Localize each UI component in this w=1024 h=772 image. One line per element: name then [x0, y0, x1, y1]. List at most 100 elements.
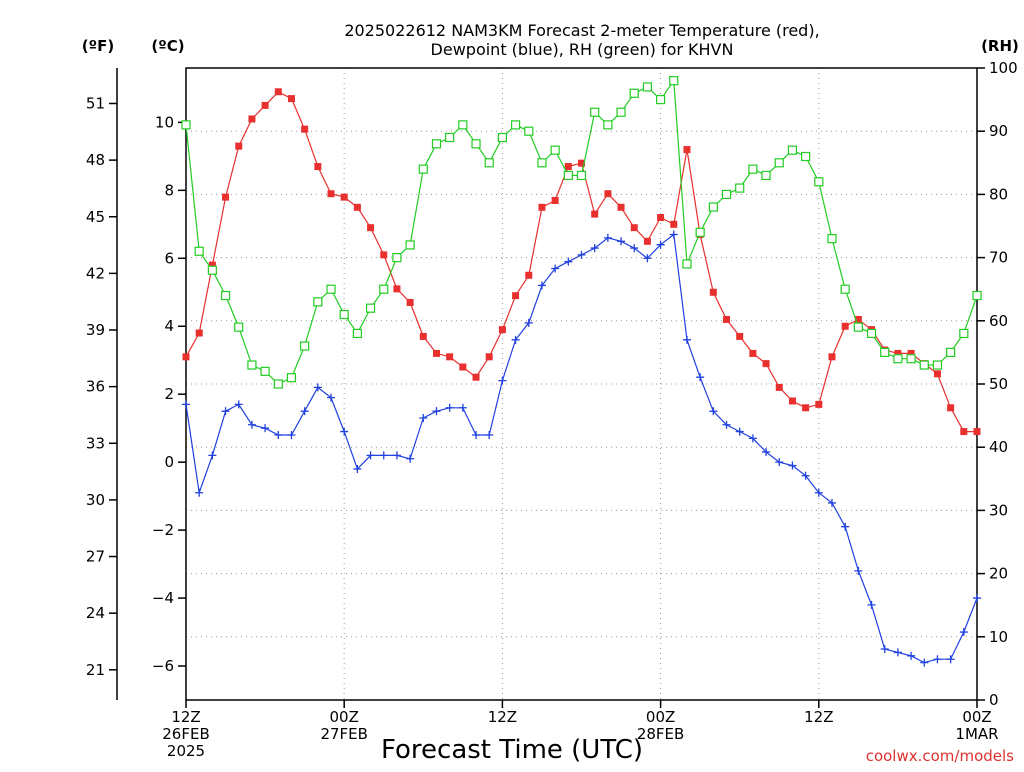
- fahrenheit-unit-label: (ºF): [82, 37, 114, 55]
- rh-point: [827, 234, 837, 244]
- temperature-point: [446, 353, 454, 361]
- rh-point: [445, 132, 455, 143]
- dewpoint-point: [735, 427, 744, 436]
- celsius-tick-label: 0: [164, 453, 174, 471]
- x-tick-label: 12Z: [804, 708, 833, 726]
- dewpoint-point: [247, 420, 256, 429]
- celsius-tick-label: 2: [164, 385, 174, 403]
- temperature-point: [274, 88, 282, 96]
- temperature-point: [973, 428, 981, 436]
- dewpoint-point: [208, 451, 217, 460]
- x-tick-label: 00Z: [330, 708, 359, 726]
- dewpoint-point: [274, 430, 283, 439]
- dewpoint-point: [353, 464, 362, 473]
- dewpoint-point: [313, 383, 322, 392]
- dewpoint-point: [327, 393, 336, 402]
- dewpoint-point: [498, 376, 507, 385]
- temperature-point: [617, 203, 625, 211]
- temperature-point: [643, 237, 651, 245]
- temperature-point: [459, 363, 467, 371]
- dewpoint-point: [933, 655, 942, 664]
- dewpoint-point: [300, 407, 309, 416]
- rh-point: [352, 328, 362, 339]
- temperature-point: [933, 370, 941, 378]
- temperature-point: [788, 397, 796, 405]
- rh-point: [655, 94, 666, 105]
- rh-point: [748, 164, 758, 174]
- dewpoint-point: [379, 451, 388, 460]
- dewpoint-point: [867, 600, 876, 609]
- temperature-point: [235, 142, 243, 150]
- rh-point: [471, 139, 481, 149]
- fahrenheit-tick-label: 24: [86, 604, 105, 622]
- rh-tick-label: 30: [989, 501, 1008, 519]
- temperature-point: [538, 203, 546, 211]
- temperature-point: [485, 353, 493, 361]
- celsius-tick-label: 10: [155, 113, 174, 131]
- dewpoint-point: [841, 522, 850, 531]
- rh-point: [379, 284, 389, 294]
- dewpoint-line: [185, 233, 978, 664]
- temperature-point: [960, 428, 968, 436]
- rh-point: [959, 328, 969, 339]
- series-dewpoint: [182, 230, 981, 667]
- temperature-point: [261, 101, 269, 109]
- rh-point: [972, 290, 982, 301]
- rh-point: [682, 259, 692, 269]
- dewpoint-point: [432, 407, 441, 416]
- rh-point: [616, 107, 626, 117]
- dewpoint-point: [696, 373, 705, 382]
- dewpoint-point: [643, 254, 652, 263]
- temperature-point: [657, 214, 665, 222]
- temperature-point: [208, 261, 216, 269]
- dewpoint-point: [973, 594, 981, 603]
- rh-point: [247, 360, 257, 370]
- dewpoint-point: [182, 400, 190, 409]
- fahrenheit-tick-label: 48: [86, 151, 105, 169]
- x-tick-label: 28FEB: [637, 725, 684, 743]
- dewpoint-point: [880, 645, 889, 654]
- fahrenheit-tick-label: 21: [86, 661, 105, 679]
- dewpoint-point: [762, 447, 771, 456]
- series-layer: [181, 76, 982, 667]
- temperature-point: [472, 373, 480, 381]
- temperature-point: [512, 292, 520, 300]
- temperature-point: [314, 163, 322, 171]
- fahrenheit-tick-label: 36: [86, 378, 105, 396]
- rh-tick-label: 80: [989, 185, 1008, 203]
- temperature-point: [525, 271, 533, 279]
- rh-point: [537, 158, 547, 168]
- rh-point: [866, 328, 877, 339]
- rh-point: [880, 347, 890, 357]
- dewpoint-point: [472, 430, 481, 439]
- fahrenheit-tick-label: 39: [86, 321, 105, 339]
- dewpoint-point: [458, 403, 467, 412]
- rh-tick-label: 40: [989, 438, 1008, 456]
- temperature-point: [854, 315, 862, 323]
- dewpoint-point: [590, 244, 599, 253]
- rh-point: [735, 183, 745, 193]
- rh-tick-label: 10: [989, 628, 1008, 646]
- series-temperature: [182, 88, 981, 436]
- temperature-point: [406, 298, 414, 306]
- rh-tick-label: 20: [989, 565, 1008, 583]
- temperature-point: [353, 203, 361, 211]
- temperature-point: [301, 125, 309, 133]
- dewpoint-point: [419, 413, 428, 422]
- rh-point: [339, 309, 349, 320]
- rh-point: [418, 164, 428, 174]
- dewpoint-point: [814, 488, 823, 497]
- rh-point: [510, 120, 521, 130]
- dewpoint-point: [603, 233, 612, 242]
- dewpoint-point: [801, 471, 810, 480]
- rh-point: [629, 88, 639, 98]
- temperature-point: [287, 95, 295, 103]
- dewpoint-point: [406, 454, 415, 463]
- rh-point: [260, 366, 270, 376]
- dewpoint-point: [234, 400, 243, 409]
- rh-point: [365, 303, 376, 313]
- celsius-tick-label: 4: [164, 317, 174, 335]
- temperature-point: [828, 353, 836, 361]
- rh-point: [431, 139, 442, 149]
